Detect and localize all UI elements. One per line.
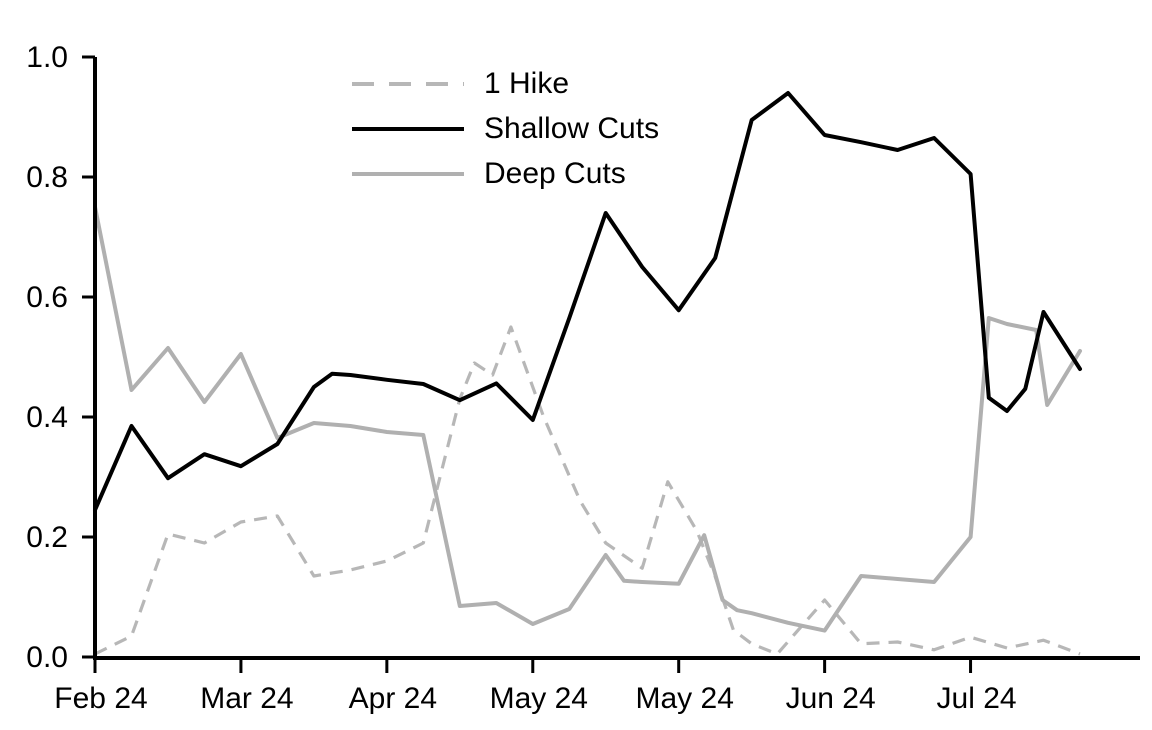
x-tick-label: Feb 24: [54, 682, 147, 715]
x-tick-label: Mar 24: [200, 682, 293, 715]
y-tick-label: 0.2: [26, 521, 68, 554]
series-line-1-hike: [94, 325, 1081, 656]
x-tick-label: May 24: [636, 682, 734, 715]
legend-label-deep-cuts: Deep Cuts: [484, 157, 626, 190]
y-tick-label: 0.4: [26, 401, 68, 434]
legend-item-shallow-cuts: Shallow Cuts: [352, 106, 659, 151]
y-tick-label: 0.8: [26, 161, 68, 194]
x-tick-label: Jul 24: [937, 682, 1017, 715]
y-tick-label: 0.6: [26, 281, 68, 314]
series-line-deep-cuts: [93, 205, 1082, 633]
chart-legend: 1 Hike Shallow Cuts Deep Cuts: [352, 61, 659, 196]
x-tick-label: Apr 24: [349, 682, 437, 715]
legend-swatch-gray-line-icon: [352, 171, 464, 176]
legend-label-shallow-cuts: Shallow Cuts: [484, 112, 660, 145]
x-tick-label: Jun 24: [786, 682, 876, 715]
x-tick-label: May 24: [490, 682, 588, 715]
legend-item-1-hike: 1 Hike: [352, 61, 659, 106]
y-tick-label: 1.0: [26, 41, 68, 74]
series-line-shallow-cuts: [93, 91, 1082, 512]
legend-swatch-dashed-line-icon: [352, 81, 464, 86]
legend-swatch-black-line-icon: [352, 126, 464, 131]
y-tick-label: 0.0: [26, 641, 68, 674]
legend-item-deep-cuts: Deep Cuts: [352, 151, 659, 196]
legend-label-1-hike: 1 Hike: [484, 67, 570, 100]
